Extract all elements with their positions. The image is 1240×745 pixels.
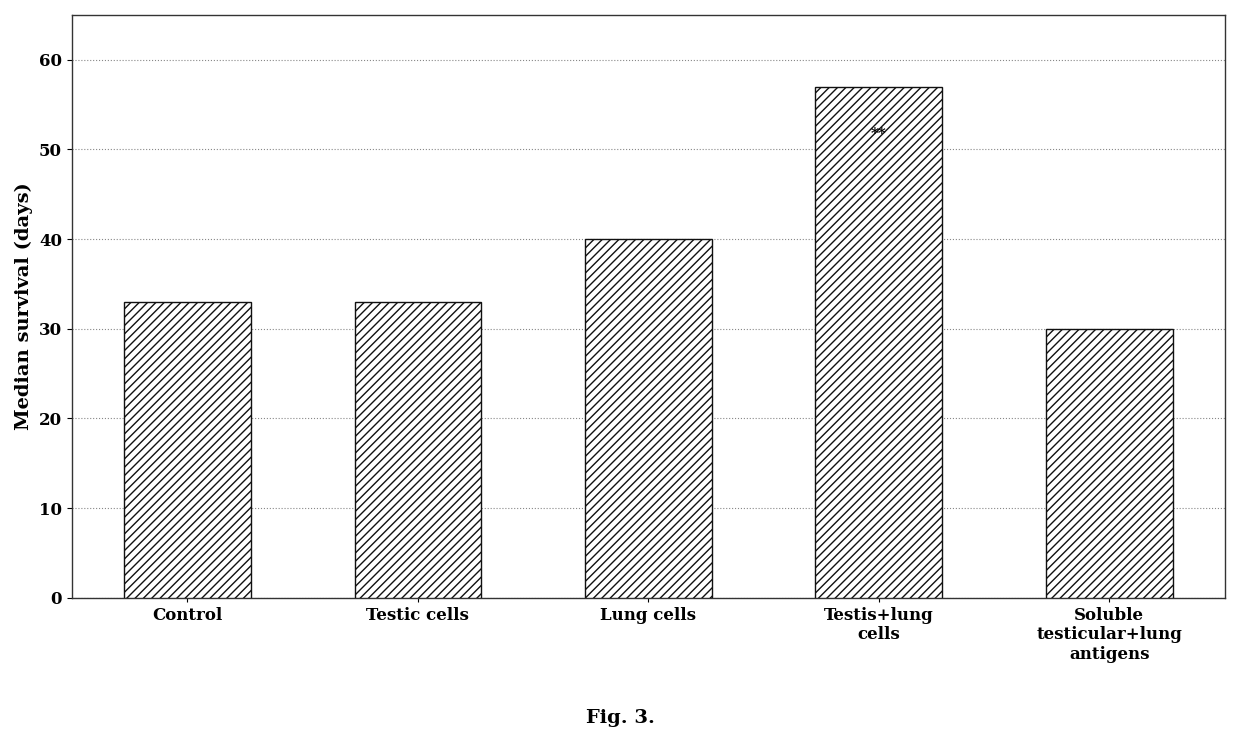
Bar	[816, 86, 942, 597]
Bar	[124, 302, 250, 597]
Text: **: **	[870, 127, 887, 141]
Bar	[355, 302, 481, 597]
Text: Fig. 3.: Fig. 3.	[585, 708, 655, 726]
Y-axis label: Median survival (days): Median survival (days)	[15, 183, 33, 430]
Bar	[1045, 329, 1173, 597]
Bar	[585, 239, 712, 597]
